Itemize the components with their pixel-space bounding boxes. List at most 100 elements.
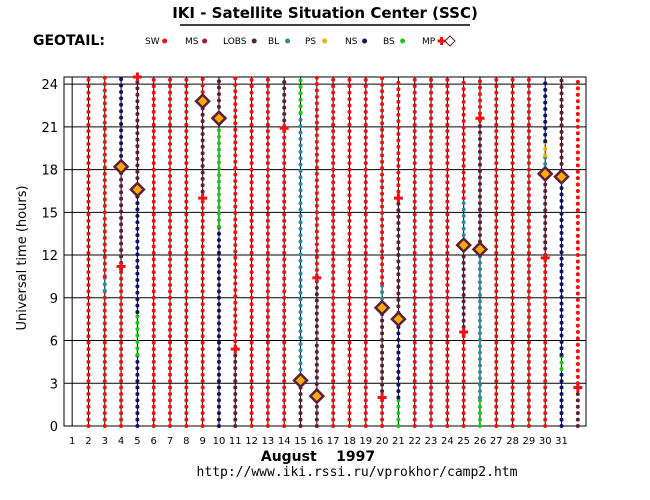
region-dot-lobs (380, 389, 385, 394)
source-url: http://www.iki.rssi.ru/vprokhor/camp2.ht… (197, 465, 518, 480)
region-dot-sw (331, 321, 336, 326)
region-dot-bl (298, 310, 303, 315)
region-dot-sw (445, 218, 450, 223)
region-dot-sw (494, 398, 499, 403)
region-dot-sw (445, 180, 450, 185)
region-dot-bl (298, 169, 303, 174)
region-dot-lobs (575, 417, 580, 422)
region-dot-sw (510, 206, 515, 211)
region-dot-sw (331, 404, 336, 409)
boundary-diamond-marker (536, 165, 554, 183)
region-dot-lobs (380, 337, 385, 342)
region-dot-sw (575, 105, 580, 110)
region-dot-sw (445, 141, 450, 146)
region-dot-lobs (135, 92, 140, 97)
region-dot-sw (445, 109, 450, 114)
region-dot-sw (119, 385, 124, 390)
region-dot-sw (314, 178, 319, 183)
region-dot-sw (412, 270, 417, 275)
region-dot-bl (477, 305, 482, 310)
region-dot-sw (86, 411, 91, 416)
region-dot-lobs (282, 79, 287, 84)
region-dot-lobs (200, 119, 205, 124)
region-dot-sw (347, 122, 352, 127)
region-dot-lobs (461, 286, 466, 291)
region-dot-sw (249, 135, 254, 140)
region-dot-sw (510, 417, 515, 422)
region-dot-ns (135, 398, 140, 403)
region-dot-sw (282, 206, 287, 211)
region-dot-sw (380, 211, 385, 216)
region-dot-sw (445, 199, 450, 204)
region-dot-ns (135, 213, 140, 218)
region-dot-ns (119, 122, 124, 127)
region-dot-sw (151, 174, 156, 179)
region-dot-sw (347, 359, 352, 364)
region-dot-sw (543, 270, 548, 275)
region-dot-sw (331, 231, 336, 236)
region-dot-sw (526, 424, 531, 428)
region-dot-sw (363, 109, 368, 114)
region-dot-bs (135, 346, 140, 351)
region-dot-sw (412, 385, 417, 390)
region-dot-sw (200, 334, 205, 339)
region-dot-lobs (135, 137, 140, 142)
region-dot-sw (331, 315, 336, 320)
region-dot-sw (265, 391, 270, 396)
region-dot-sw (543, 379, 548, 384)
region-dot-sw (102, 268, 107, 273)
region-dot-sw (168, 186, 173, 191)
region-dot-sw (396, 183, 401, 188)
region-dot-sw (526, 276, 531, 281)
region-dot-sw (543, 417, 548, 422)
region-dot-ns (559, 243, 564, 248)
region-dot-sw (102, 255, 107, 260)
region-dot-sw (331, 276, 336, 281)
region-dot-sw (396, 87, 401, 92)
region-dot-lobs (119, 216, 124, 221)
y-tick-label: 21 (41, 121, 58, 136)
region-dot-sw (494, 148, 499, 153)
day-column-14 (282, 79, 287, 428)
region-dot-sw (282, 289, 287, 294)
region-dot-sw (331, 385, 336, 390)
region-dot-lobs (543, 208, 548, 213)
region-dot-sw (282, 340, 287, 345)
region-dot-sw (347, 180, 352, 185)
region-dot-sw (347, 315, 352, 320)
region-dot-bs (135, 352, 140, 357)
region-dot-sw (331, 340, 336, 345)
day-column-7 (168, 77, 173, 428)
region-dot-sw (396, 131, 401, 136)
region-dot-sw (151, 321, 156, 326)
y-tick-label: 12 (41, 249, 58, 264)
region-dot-sw (412, 84, 417, 89)
region-dot-lobs (559, 155, 564, 160)
region-dot-ns (559, 372, 564, 377)
region-dot-sw (380, 134, 385, 139)
region-dot-bs (216, 160, 221, 165)
region-dot-sw (510, 174, 515, 179)
region-dot-sw (429, 334, 434, 339)
region-dot-sw (380, 404, 385, 409)
x-tick-label: 10 (213, 436, 226, 447)
region-dot-sw (380, 204, 385, 209)
boundary-diamond-marker (194, 92, 211, 110)
region-dot-sw (331, 302, 336, 307)
region-dot-sw (102, 223, 107, 228)
region-dot-lobs (396, 201, 401, 206)
region-dot-sw (429, 103, 434, 108)
region-dot-bs (216, 128, 221, 133)
region-dot-sw (249, 270, 254, 275)
region-dot-sw (168, 129, 173, 134)
region-dot-sw (347, 135, 352, 140)
region-dot-ns (216, 321, 221, 326)
region-dot-sw (265, 411, 270, 416)
region-dot-sw (363, 347, 368, 352)
region-dot-sw (331, 424, 336, 428)
region-dot-sw (233, 211, 238, 216)
region-dot-sw (331, 103, 336, 108)
region-dot-ns (216, 289, 221, 294)
region-dot-lobs (477, 162, 482, 167)
region-dot-ns (396, 376, 401, 381)
